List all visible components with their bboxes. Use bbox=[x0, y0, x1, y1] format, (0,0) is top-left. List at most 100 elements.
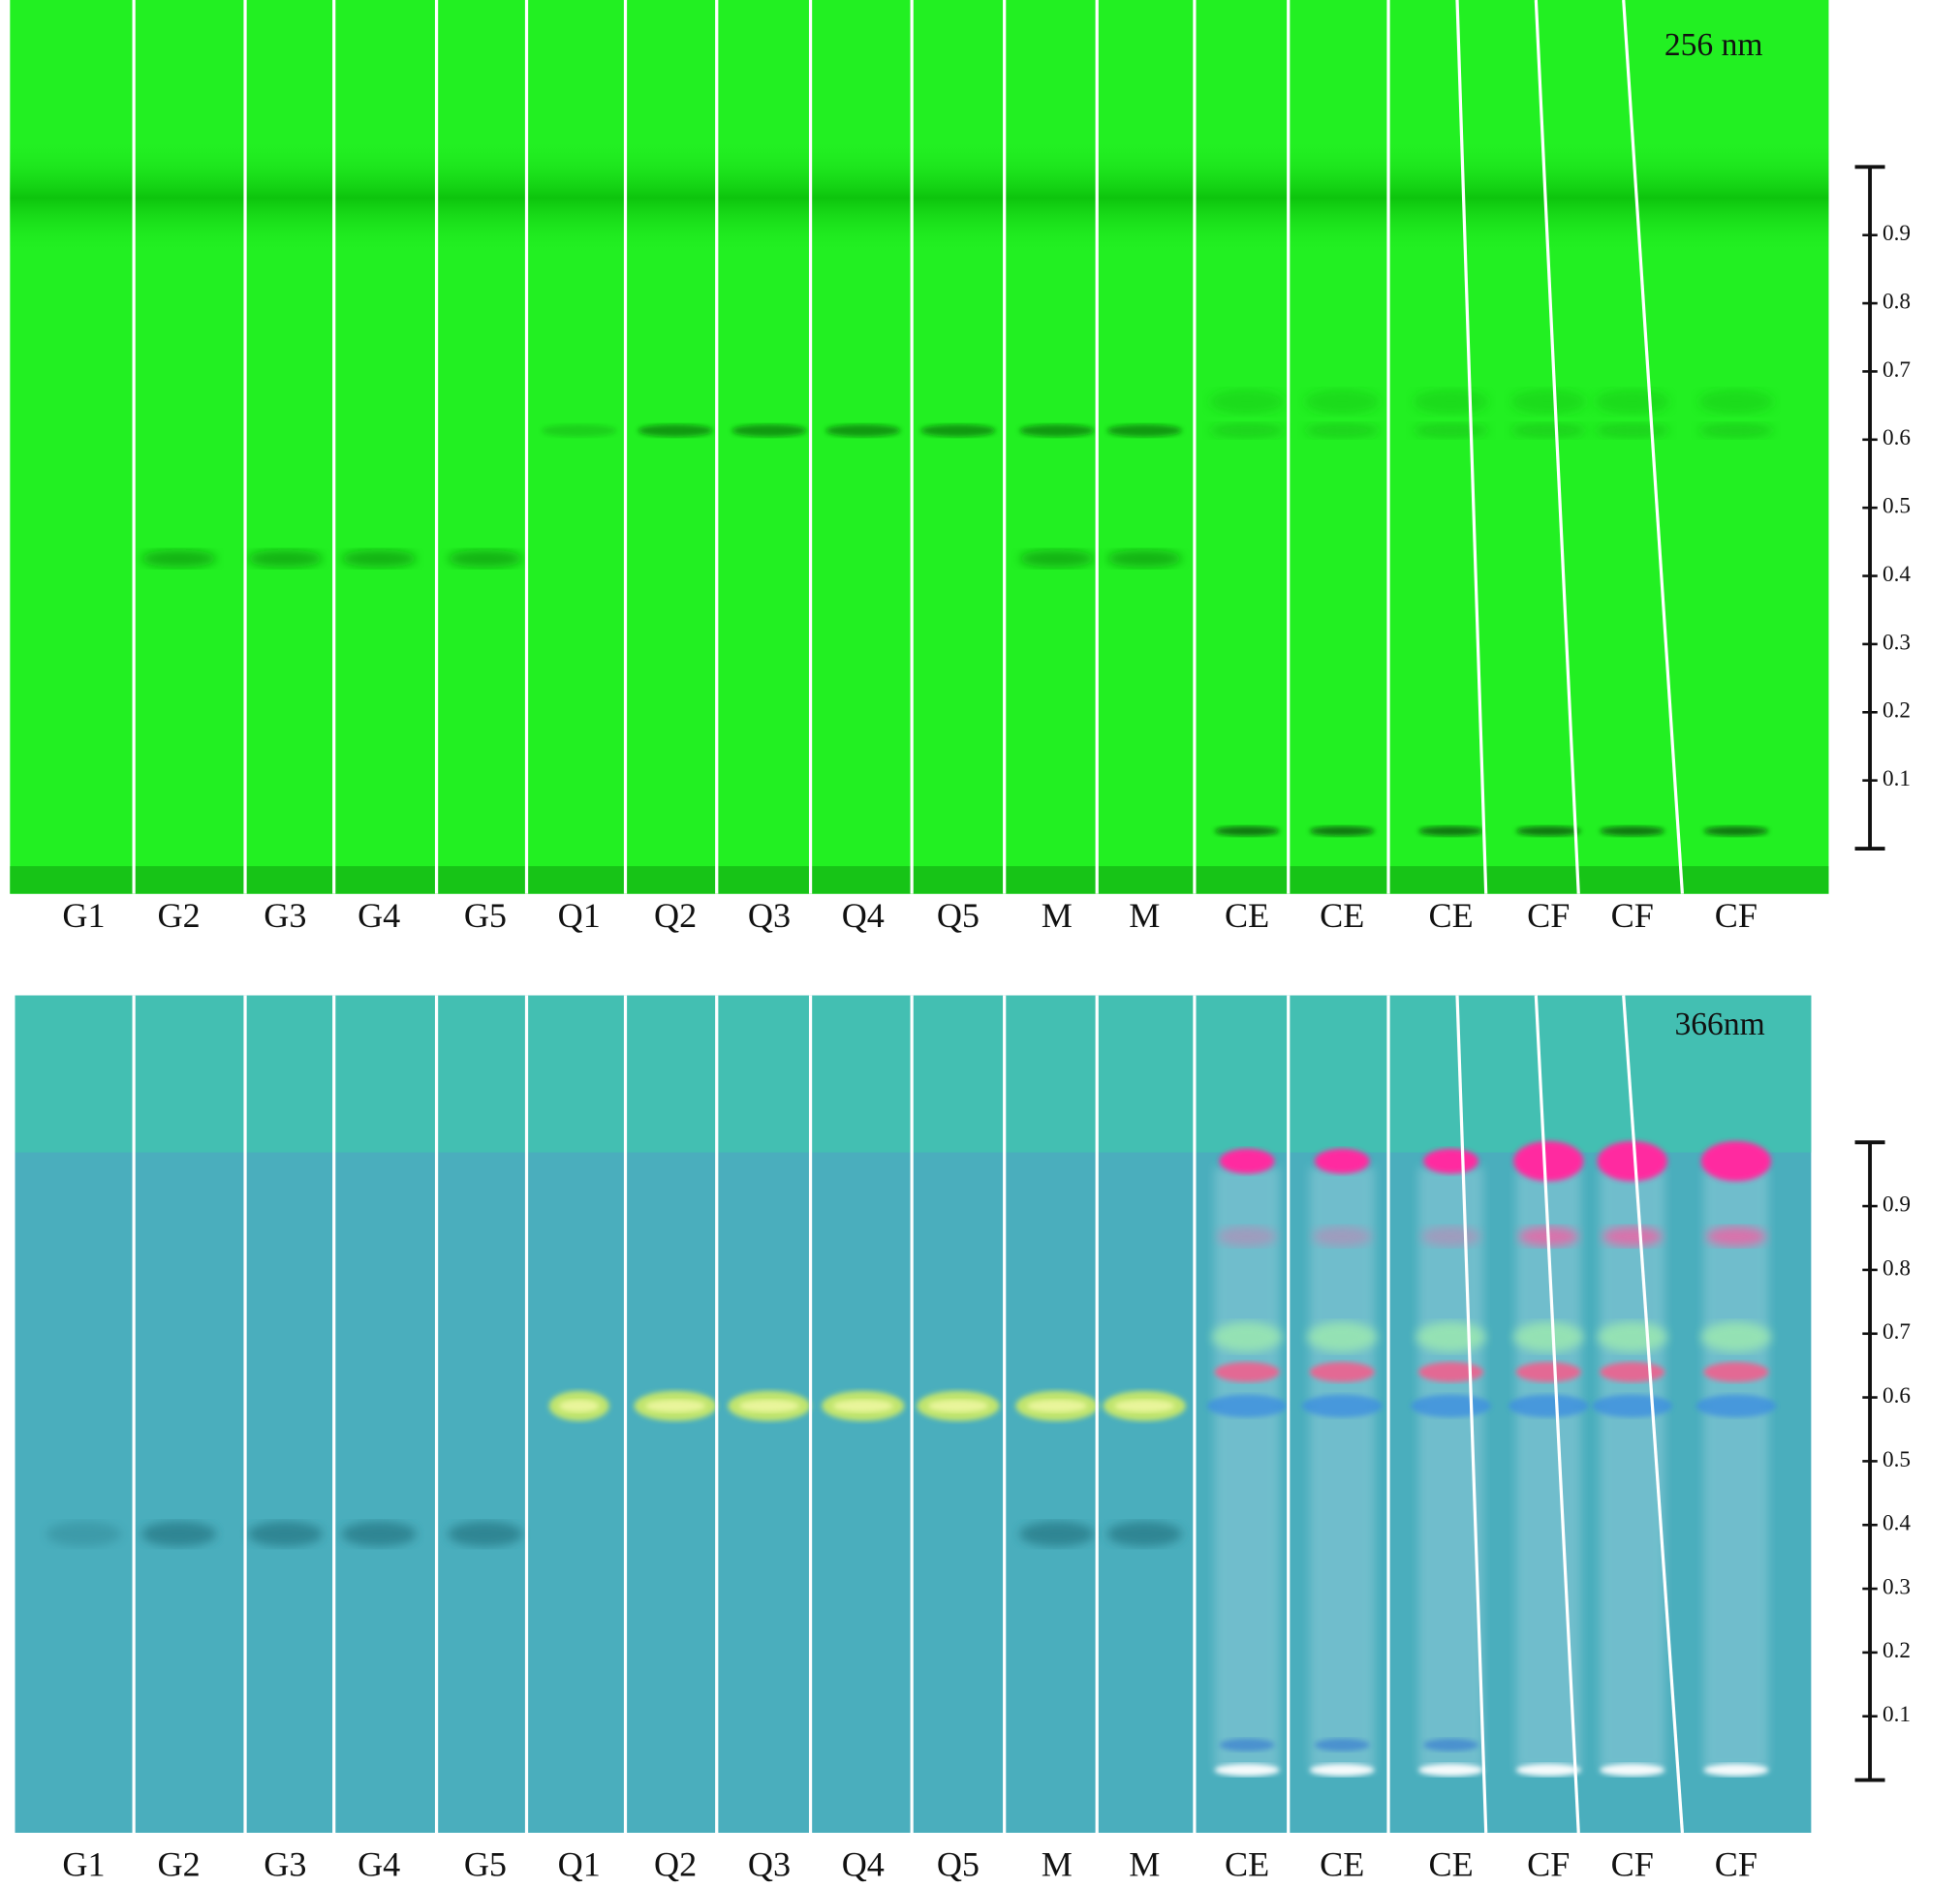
spot bbox=[1314, 1148, 1370, 1174]
scale-tick-label: 0.2 bbox=[1882, 1638, 1911, 1663]
lane-label: M bbox=[1129, 1845, 1160, 1884]
spot bbox=[1026, 1399, 1087, 1412]
spot bbox=[1700, 1321, 1772, 1352]
spot bbox=[1515, 1362, 1581, 1382]
spot bbox=[1423, 1148, 1478, 1174]
spot bbox=[1515, 1763, 1581, 1777]
spot bbox=[1309, 825, 1375, 837]
scale-tick-label: 0.6 bbox=[1882, 425, 1911, 450]
spot bbox=[247, 1521, 324, 1547]
spot bbox=[1019, 549, 1095, 568]
spot bbox=[1416, 1321, 1486, 1352]
scale-tick-label: 0.9 bbox=[1882, 221, 1911, 246]
spot bbox=[1600, 1362, 1665, 1382]
lane-label: Q4 bbox=[842, 1845, 885, 1884]
spot bbox=[1417, 1763, 1484, 1777]
spot bbox=[1510, 422, 1586, 439]
spot bbox=[1411, 1394, 1491, 1418]
spot bbox=[448, 549, 523, 568]
lane-label: Q1 bbox=[558, 896, 601, 935]
spot bbox=[559, 1399, 600, 1412]
spot bbox=[1420, 1226, 1481, 1247]
spot bbox=[638, 424, 713, 437]
scale-tick-label: 0.5 bbox=[1882, 1447, 1911, 1472]
spot bbox=[1301, 1394, 1383, 1418]
lane-label: G3 bbox=[264, 896, 306, 935]
lane-label: CE bbox=[1428, 1845, 1473, 1884]
spot bbox=[341, 549, 417, 568]
lane-label: G4 bbox=[358, 896, 400, 935]
scale-tick-label: 0.3 bbox=[1882, 630, 1911, 655]
lane-label: CF bbox=[1527, 896, 1570, 935]
lane-label: M bbox=[1042, 896, 1073, 935]
spot bbox=[1304, 422, 1380, 439]
scale-tick-label: 0.5 bbox=[1882, 493, 1911, 518]
scale-tick-label: 0.8 bbox=[1882, 1255, 1911, 1281]
spot bbox=[1209, 422, 1285, 439]
lane-label: M bbox=[1042, 1845, 1073, 1884]
spot bbox=[920, 424, 996, 437]
spot bbox=[1698, 388, 1774, 415]
spot bbox=[645, 1399, 706, 1412]
spot bbox=[1106, 424, 1182, 437]
spot bbox=[341, 1521, 417, 1547]
spot bbox=[1600, 825, 1665, 837]
lane-label: CF bbox=[1611, 896, 1654, 935]
spot bbox=[1413, 422, 1489, 439]
scale-tick-label: 0.6 bbox=[1882, 1383, 1911, 1408]
scale-tick-label: 0.8 bbox=[1882, 289, 1911, 314]
lane-label: G4 bbox=[358, 1845, 400, 1884]
spot bbox=[542, 424, 617, 437]
lane-dividers bbox=[132, 0, 1685, 1834]
spot bbox=[1219, 1738, 1275, 1751]
spot bbox=[927, 1399, 988, 1412]
lane-label: CE bbox=[1320, 1845, 1364, 1884]
lane-label: G3 bbox=[264, 1845, 306, 1884]
spot bbox=[1214, 825, 1280, 837]
scale-tick-label: 0.4 bbox=[1882, 562, 1911, 587]
spot bbox=[1106, 549, 1182, 568]
spot bbox=[1206, 1394, 1288, 1418]
spot bbox=[1597, 1321, 1667, 1352]
lane-label: Q1 bbox=[558, 1845, 601, 1884]
lane-label: CF bbox=[1715, 896, 1758, 935]
lane-divider bbox=[1455, 995, 1488, 1834]
lane-label: Q2 bbox=[654, 896, 697, 935]
scale-tick-label: 0.2 bbox=[1882, 698, 1911, 724]
wavelength-label: 366nm bbox=[1675, 1006, 1765, 1042]
spot bbox=[140, 549, 217, 568]
lane-label: G5 bbox=[464, 896, 507, 935]
plate-edge bbox=[10, 866, 1829, 894]
spot bbox=[1592, 1394, 1673, 1418]
spot bbox=[1508, 1394, 1589, 1418]
spot bbox=[1600, 1763, 1665, 1777]
spot bbox=[1698, 422, 1774, 439]
scale-tick-label: 0.9 bbox=[1882, 1192, 1911, 1217]
lane-label: CF bbox=[1715, 1845, 1758, 1884]
scale-tick-label: 0.4 bbox=[1882, 1511, 1911, 1536]
spot bbox=[247, 549, 324, 568]
lane-divider bbox=[1622, 0, 1685, 894]
wavelength-label: 256 nm bbox=[1664, 27, 1763, 63]
lane-label: CE bbox=[1320, 896, 1364, 935]
lane-label: G1 bbox=[62, 1845, 105, 1884]
lane-label: Q3 bbox=[748, 1845, 791, 1884]
spot bbox=[1413, 388, 1489, 415]
spot bbox=[1423, 1738, 1478, 1751]
spot bbox=[46, 1521, 122, 1547]
scale-tick-label: 0.7 bbox=[1882, 357, 1911, 383]
spot bbox=[825, 424, 901, 437]
spot bbox=[1114, 1399, 1175, 1412]
spot bbox=[1510, 388, 1586, 415]
lane-label: CE bbox=[1225, 896, 1269, 935]
lane-label: Q5 bbox=[937, 1845, 980, 1884]
scale-tick-label: 0.3 bbox=[1882, 1574, 1911, 1599]
lane-divider bbox=[1534, 995, 1580, 1834]
streak bbox=[1214, 1167, 1280, 1771]
lane-label: CF bbox=[1527, 1845, 1570, 1884]
spot bbox=[731, 424, 807, 437]
spot bbox=[1703, 825, 1769, 837]
streak bbox=[1309, 1167, 1375, 1771]
lane-label: G1 bbox=[62, 896, 105, 935]
